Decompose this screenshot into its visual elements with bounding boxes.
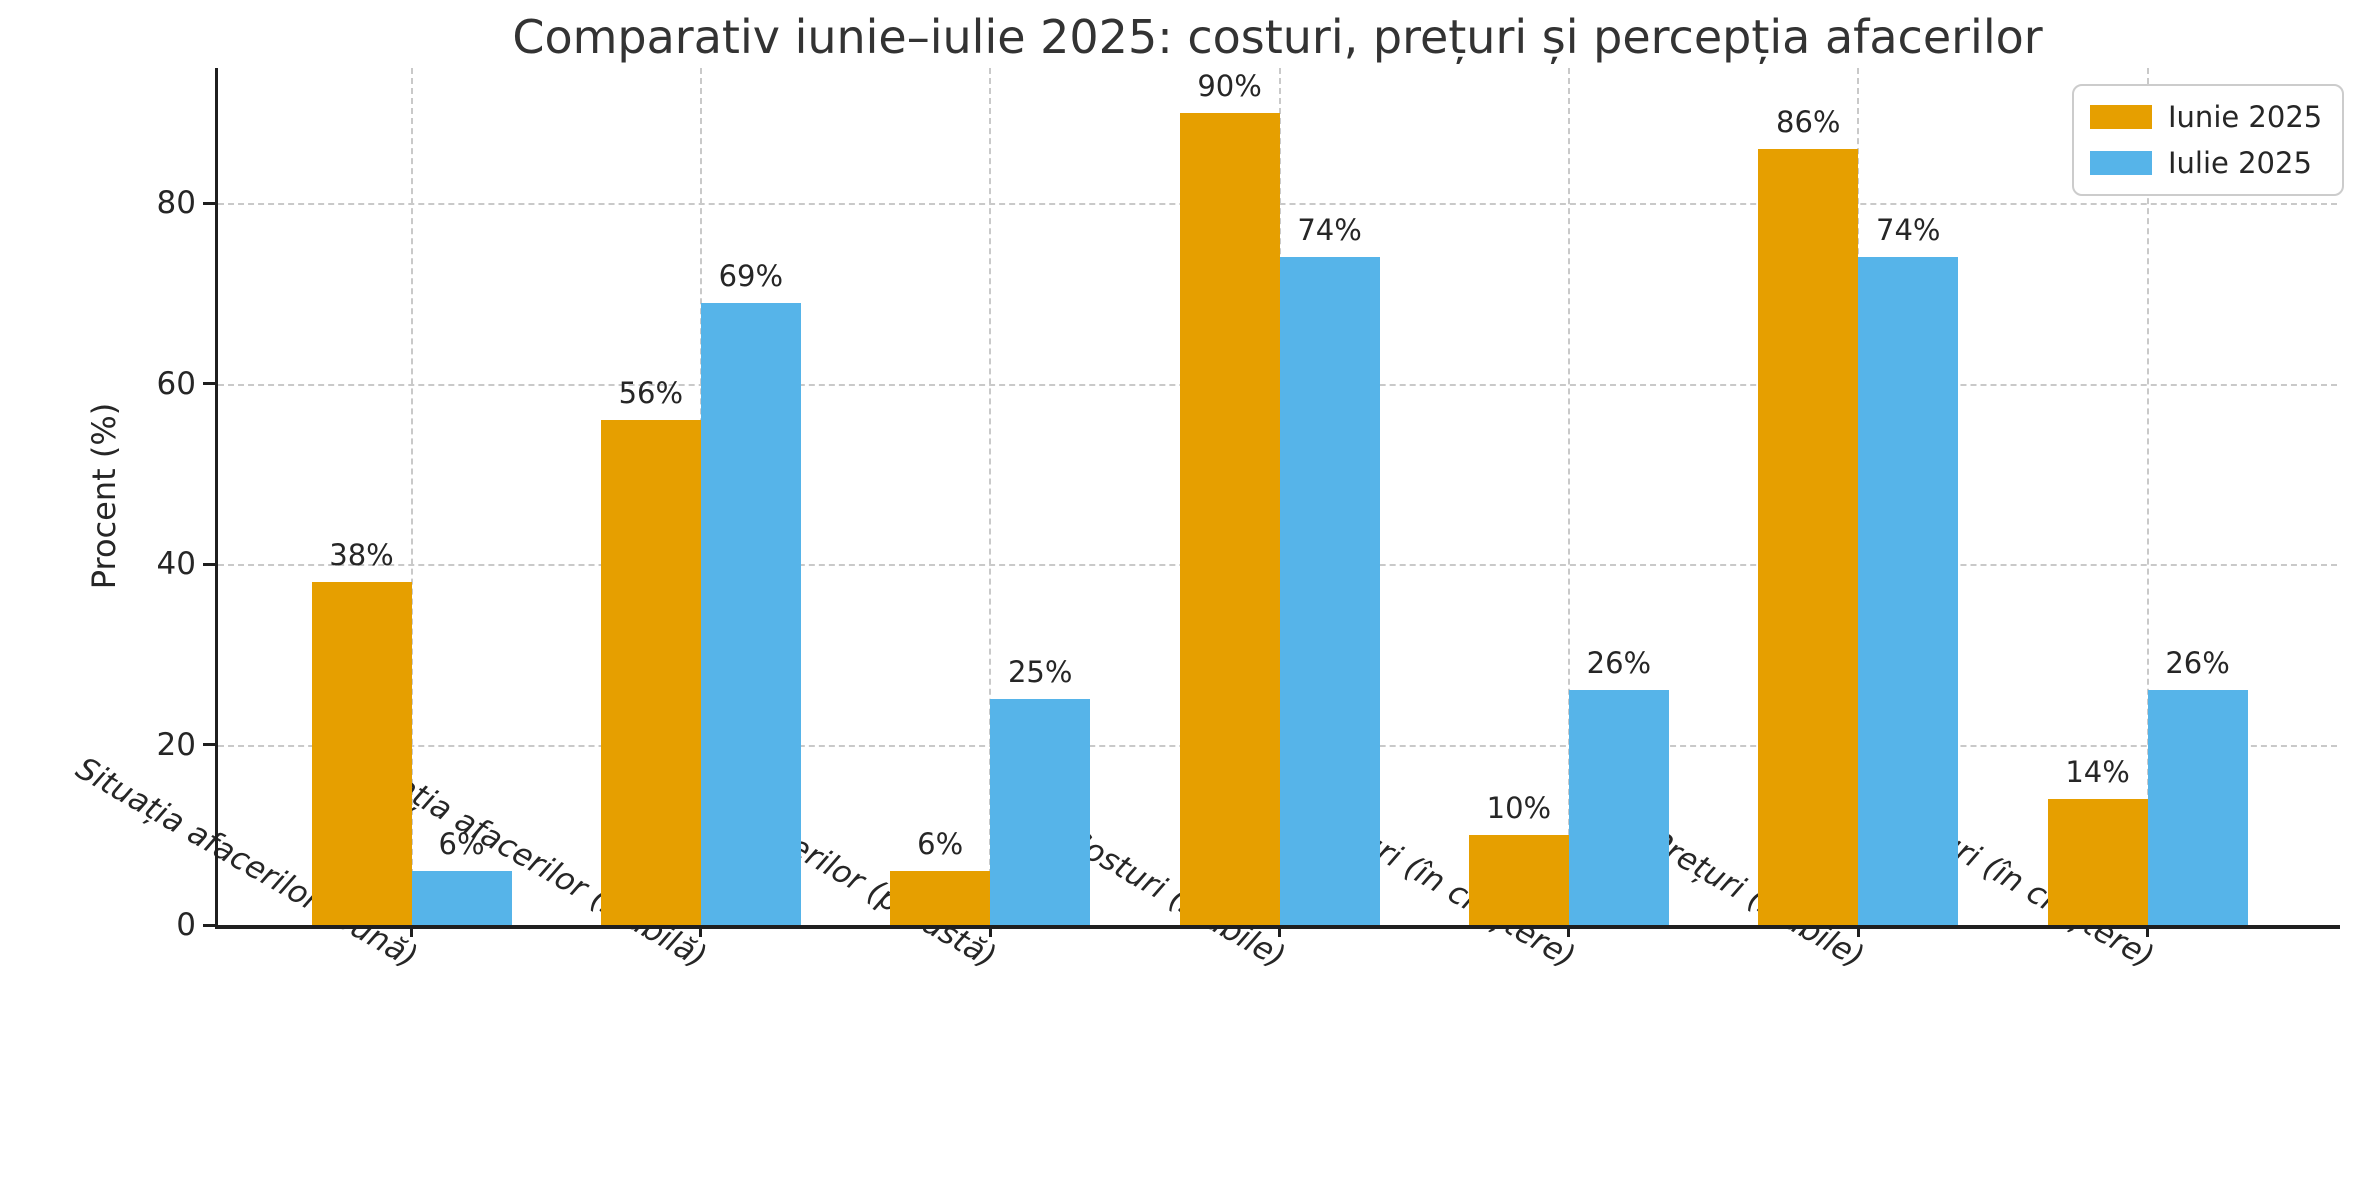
x-tick-mark-4 (1567, 925, 1571, 937)
bar-iulie-5 (1858, 257, 1959, 925)
y-tick-mark-60 (203, 382, 216, 386)
bar-value-label-iulie-6: 26% (2165, 646, 2230, 681)
bar-value-label-iunie-1: 56% (618, 375, 684, 410)
bar-value-label-iunie-6: 14% (2065, 754, 2130, 789)
y-tick-label-20: 20 (156, 726, 196, 763)
legend-swatch-iulie (2090, 151, 2152, 175)
x-tick-mark-5 (1856, 925, 1860, 937)
bar-iunie-0 (311, 582, 412, 925)
bar-value-label-iulie-3: 74% (1297, 213, 1362, 248)
bar-iunie-1 (600, 419, 701, 925)
y-tick-label-80: 80 (156, 185, 196, 222)
bar-iunie-6 (2047, 798, 2148, 925)
y-tick-mark-20 (203, 743, 216, 747)
v-gridline-4 (1567, 68, 1570, 925)
x-tick-mark-1 (699, 925, 703, 937)
x-tick-mark-0 (410, 925, 413, 937)
bar-iunie-2 (890, 870, 991, 925)
bar-value-label-iulie-0: 6% (438, 826, 485, 861)
bar-iulie-1 (700, 302, 801, 925)
bar-value-label-iunie-5: 86% (1776, 105, 1841, 140)
bar-value-label-iunie-0: 38% (329, 538, 394, 573)
bar-value-label-iulie-2: 25% (1007, 655, 1073, 690)
v-gridline-6 (2146, 68, 2149, 925)
bar-value-label-iulie-4: 26% (1586, 646, 1652, 681)
bar-value-label-iulie-1: 69% (718, 258, 784, 293)
y-tick-label-40: 40 (156, 546, 196, 583)
bar-value-label-iunie-3: 90% (1197, 69, 1262, 104)
y-tick-mark-40 (203, 562, 216, 566)
y-tick-mark-80 (203, 201, 216, 205)
bar-iulie-3 (1279, 257, 1380, 925)
bar-iunie-4 (1468, 834, 1569, 925)
legend-item-iulie: Iulie 2025 (2090, 146, 2322, 180)
bar-iulie-6 (2147, 690, 2248, 925)
bar-iulie-0 (411, 870, 512, 925)
y-tick-mark-0 (203, 923, 216, 927)
bar-iulie-2 (990, 699, 1091, 925)
bar-value-label-iunie-2: 6% (917, 826, 964, 861)
legend-swatch-iunie (2090, 105, 2152, 129)
bar-iunie-5 (1758, 149, 1859, 925)
y-tick-label-60: 60 (156, 365, 196, 402)
x-tick-mark-3 (1278, 925, 1282, 937)
legend-label-iulie: Iulie 2025 (2168, 146, 2312, 180)
x-axis-spine (215, 925, 2340, 929)
bar-iulie-4 (1568, 690, 1669, 925)
x-tick-mark-6 (2146, 925, 2150, 937)
y-tick-label-0: 0 (176, 907, 196, 943)
legend-item-iunie: Iunie 2025 (2090, 100, 2322, 134)
bar-iunie-3 (1179, 113, 1280, 925)
bar-value-label-iulie-5: 74% (1876, 213, 1941, 248)
v-gridline-0 (410, 68, 413, 925)
legend-label-iunie: Iunie 2025 (2168, 100, 2323, 134)
y-axis-spine (215, 68, 218, 929)
chart-title: Comparativ iunie–iulie 2025: costuri, pr… (512, 10, 2043, 64)
legend: Iunie 2025 Iulie 2025 (2072, 84, 2345, 196)
bar-value-label-iunie-4: 10% (1486, 790, 1552, 825)
x-tick-mark-2 (988, 925, 992, 937)
v-gridline-2 (989, 68, 992, 925)
